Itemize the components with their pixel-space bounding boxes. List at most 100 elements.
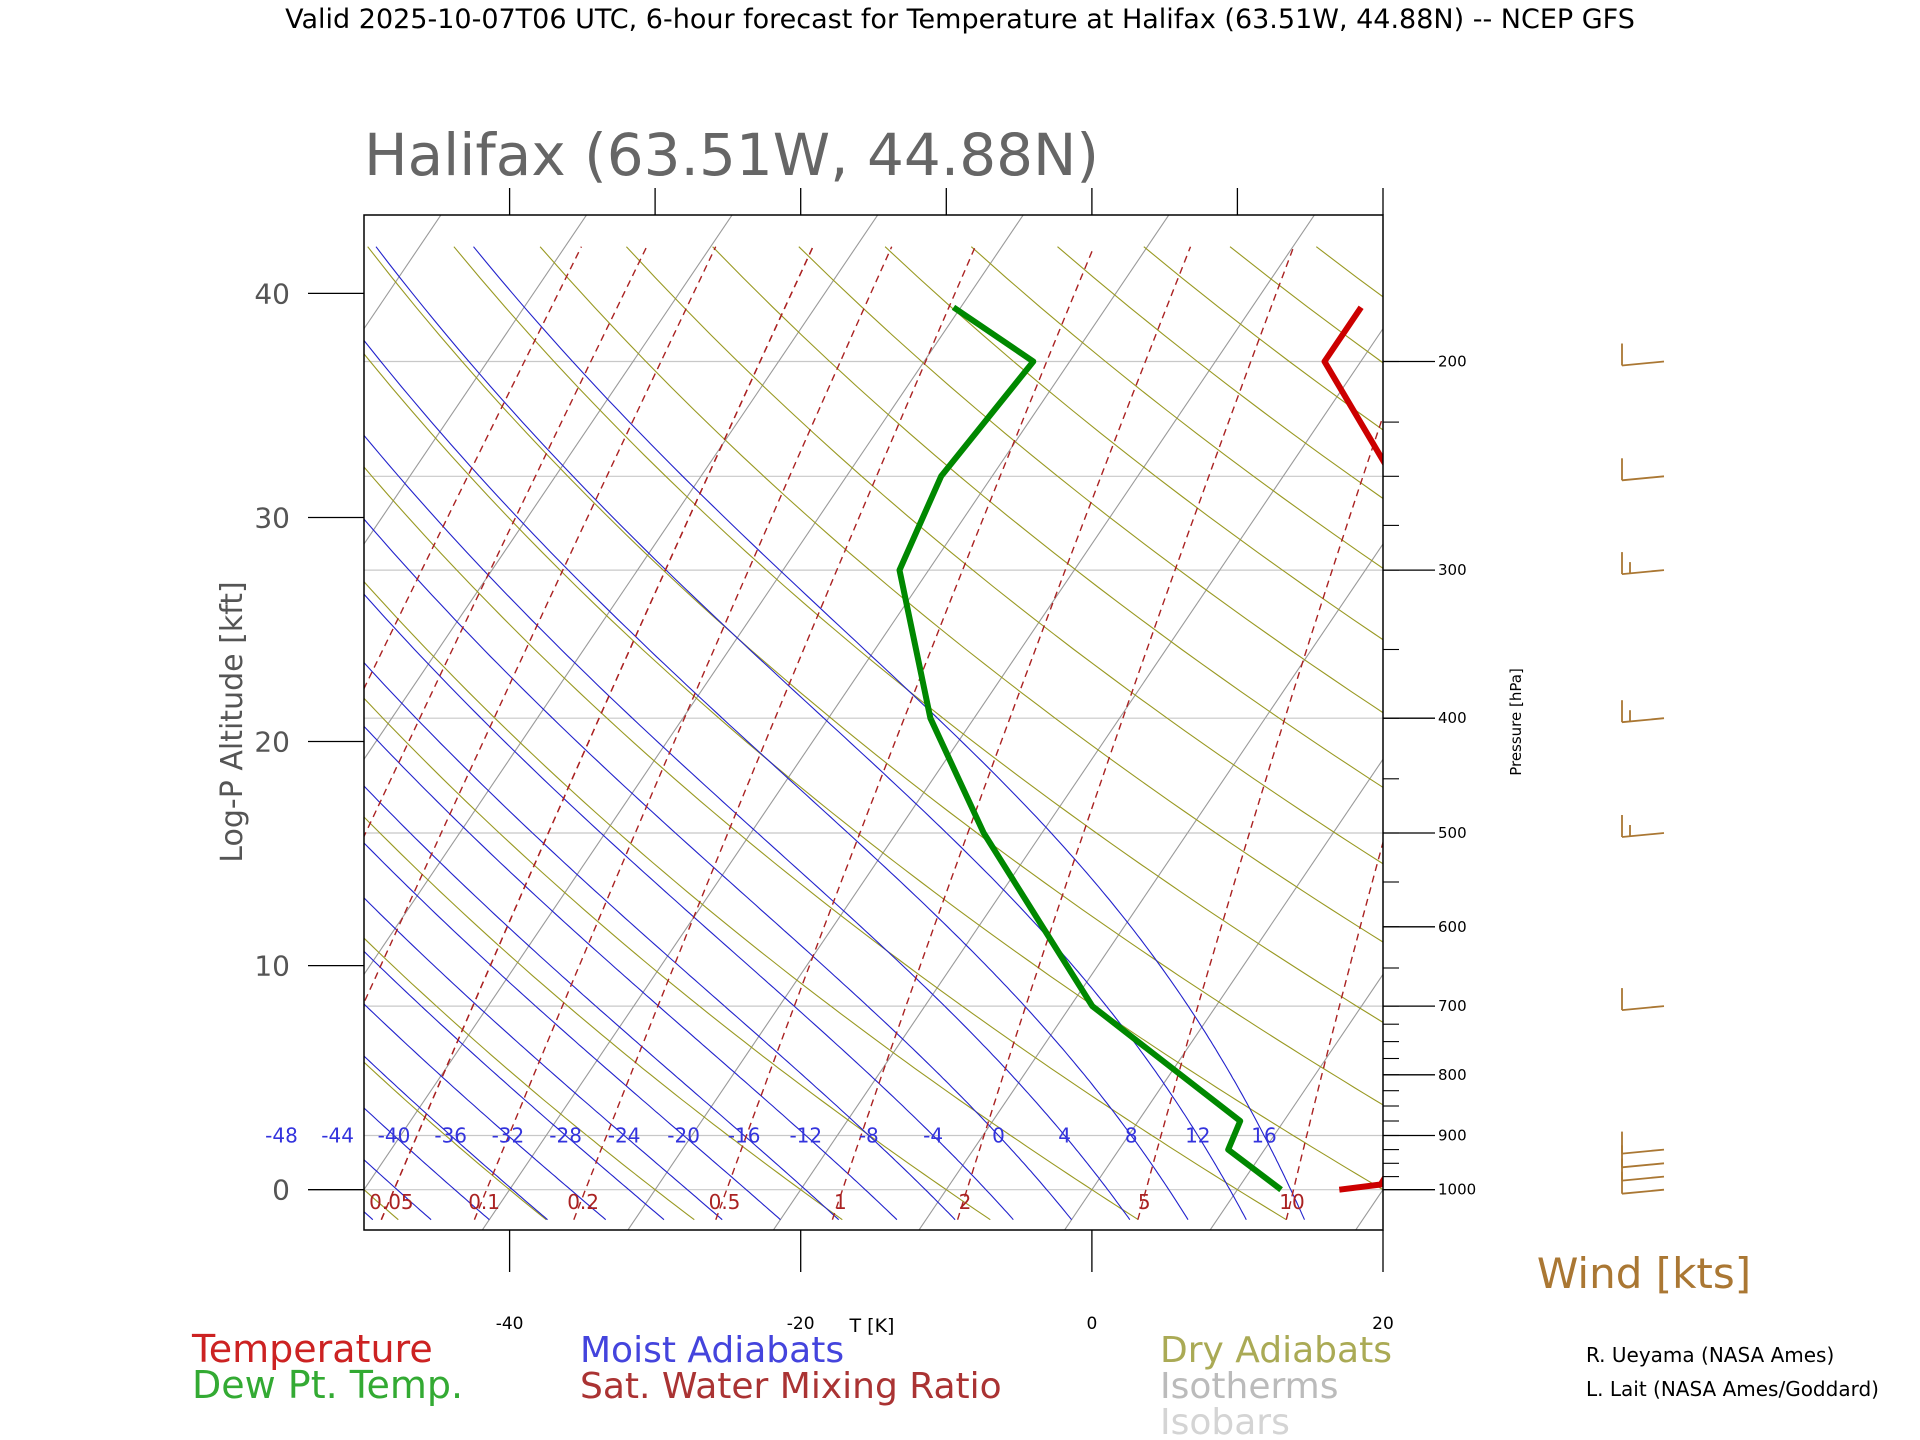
x-axis-label: T [K] — [849, 1315, 895, 1337]
legend-isotherms: Isotherms — [1160, 1366, 1338, 1407]
dry-adiabat-line — [364, 697, 991, 1221]
wind-barb — [1621, 1145, 1665, 1169]
dry-adiabat-line — [364, 1188, 399, 1221]
y-tick-label: 20 — [254, 726, 290, 759]
dry-adiabat-line — [1661, 247, 1920, 1220]
mixing-ratio-line — [380, 246, 814, 1220]
wind-barb — [1621, 1158, 1665, 1182]
wind-barb — [1621, 343, 1665, 367]
y2-axis-label: Pressure [hPa] — [1507, 668, 1525, 776]
mixing-ratio-line — [573, 246, 976, 1220]
mixing-ratio-line — [473, 246, 893, 1220]
y-tick-label: 40 — [254, 277, 290, 310]
legend-dry-adiabats: Dry Adiabats — [1160, 1330, 1392, 1371]
credits: R. Ueyama (NASA Ames) L. Lait (NASA Ames… — [1586, 1343, 1879, 1401]
dry-adiabat-line — [1143, 246, 1383, 431]
temperature-line — [1321, 305, 1383, 1193]
moist-adiabat-line — [364, 842, 781, 1221]
moist-adiabat-label: 12 — [1185, 1124, 1210, 1148]
mixing-ratio-line — [1446, 247, 1690, 1220]
x-tick-label: 20 — [1372, 1314, 1394, 1334]
pressure-tick-label: 700 — [1438, 997, 1467, 1015]
moist-adiabat-label: -16 — [728, 1124, 761, 1148]
dry-adiabat-line — [884, 246, 1383, 641]
line-labels: -48 -44 -40 -36 -32 -28 -24 -20 -16 -12 -8 -4 0 4 8 12 1… — [265, 1124, 1305, 1214]
wind-barb — [1621, 1171, 1665, 1195]
dry-adiabat-line — [1403, 247, 1920, 1220]
wind-barb — [1621, 1131, 1665, 1155]
moist-adiabat-label: 0 — [992, 1124, 1005, 1148]
wind-barb — [1621, 988, 1665, 1011]
dry-adiabat-line — [712, 246, 1383, 789]
moist-adiabat-label: -36 — [434, 1124, 467, 1148]
x-tick-label: 0 — [1086, 1314, 1097, 1334]
isotherm-line — [1471, 170, 1920, 1275]
moist-adiabat-line — [364, 661, 956, 1221]
dewpoint-line — [896, 304, 1283, 1193]
legend-isobars: Isobars — [1160, 1402, 1290, 1440]
moist-adiabat-label: -24 — [608, 1124, 641, 1148]
moist-adiabat-line — [0, 247, 198, 1220]
moist-adiabat-label: -8 — [859, 1124, 879, 1148]
moist-adiabat-label: 4 — [1058, 1124, 1071, 1148]
pressure-tick-label: 900 — [1438, 1127, 1467, 1145]
isotherm-line — [1209, 973, 1383, 1230]
moist-adiabat-line — [364, 518, 1073, 1221]
dry-adiabat-line — [367, 246, 1383, 1106]
moist-adiabat-label: -44 — [321, 1124, 354, 1148]
mixing-ratio-label: 0.1 — [468, 1190, 500, 1214]
y-tick-label: 0 — [272, 1174, 290, 1207]
wind-barb — [1621, 815, 1665, 838]
moist-adiabat-label: 16 — [1251, 1124, 1276, 1148]
dry-adiabat-line — [0, 247, 250, 1220]
mixing-ratio-label: 2 — [959, 1190, 972, 1214]
isotherm-line — [364, 215, 588, 545]
dry-adiabat-line — [625, 246, 1383, 865]
pressure-tick-label: 400 — [1438, 709, 1467, 727]
moist-adiabat-label: -32 — [492, 1124, 525, 1148]
dry-adiabat-line — [1489, 247, 1920, 1220]
wind-profile — [1621, 343, 1665, 1195]
isotherm-line — [364, 215, 733, 761]
page-title: Valid 2025-10-07T06 UTC, 6-hour forecast… — [285, 4, 1635, 35]
moist-adiabat-label: -48 — [265, 1124, 298, 1148]
pressure-tick-label: 500 — [1438, 824, 1467, 842]
mixing-ratio-line — [1137, 414, 1383, 1220]
pressure-tick-label: 800 — [1438, 1066, 1467, 1084]
sounding-curves — [896, 304, 1383, 1193]
moist-adiabat-label: -28 — [549, 1124, 582, 1148]
x-tick-label: -40 — [496, 1314, 524, 1334]
moist-adiabat-label: -12 — [789, 1124, 822, 1148]
wind-barb — [1621, 700, 1665, 724]
moist-adiabat-label: -4 — [923, 1124, 943, 1148]
wind-barb — [1621, 458, 1665, 482]
mixing-ratio-label: 0.5 — [709, 1190, 741, 1214]
moist-adiabat-line — [364, 1055, 548, 1221]
moist-adiabat-line — [364, 1003, 607, 1221]
pressure-tick-label: 200 — [1438, 353, 1467, 371]
moist-adiabat-line — [364, 434, 1131, 1221]
isotherm-line — [1063, 758, 1383, 1230]
mixing-ratio-line — [1285, 839, 1383, 1220]
moist-adiabat-line — [473, 246, 1306, 1220]
moist-adiabat-line — [364, 897, 723, 1221]
mixing-ratio-line — [380, 246, 814, 1220]
mixing-ratio-line — [364, 246, 583, 691]
isotherm-line — [481, 215, 1170, 1230]
isotherm-line — [364, 215, 1024, 1191]
moist-adiabat-line — [375, 246, 1247, 1220]
isotherm-line — [918, 542, 1383, 1230]
credit-line-2: L. Lait (NASA Ames/Goddard) — [1586, 1377, 1879, 1401]
dry-adiabat-line — [364, 580, 1139, 1221]
pressure-tick-label: 300 — [1438, 561, 1467, 579]
mixing-ratio-line — [831, 246, 1192, 1220]
moist-adiabat-line — [364, 725, 898, 1221]
isotherm-line — [1617, 170, 1920, 1275]
legend-mixing-ratio: Sat. Water Mixing Ratio — [580, 1366, 1002, 1407]
moist-adiabat-line — [364, 1107, 490, 1221]
mixing-ratio-line — [1544, 247, 1768, 1220]
moist-adiabat-label: 8 — [1125, 1124, 1138, 1148]
isotherm-line — [364, 215, 879, 976]
